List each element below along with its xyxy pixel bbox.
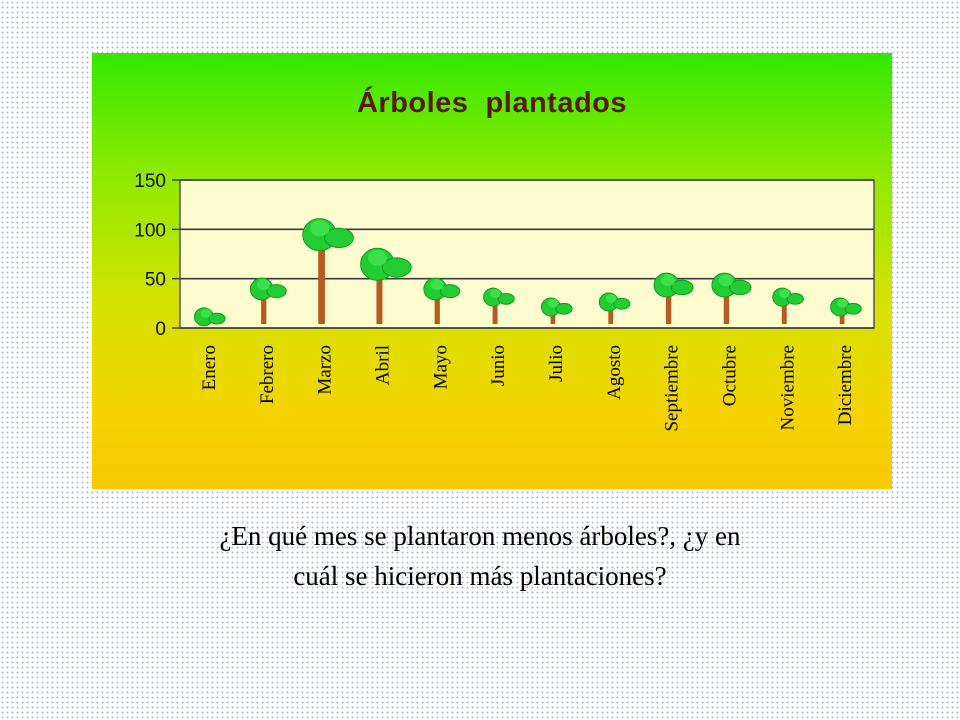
tree-foliage: [208, 312, 226, 325]
tree-foliage: [439, 284, 461, 299]
tree-foliage: [324, 227, 354, 248]
tree-highlight: [718, 274, 733, 287]
tree-foliage: [844, 302, 862, 315]
tree-icon: [483, 287, 515, 324]
tree-icon: [598, 292, 631, 324]
tree-icon: [360, 247, 412, 324]
tree-trunk: [434, 289, 440, 324]
tree-highlight: [836, 298, 848, 308]
tree-highlight: [660, 274, 676, 287]
x-axis-label: Noviembre: [777, 345, 798, 430]
y-tick-label: 0: [155, 319, 166, 340]
x-axis-label: Septiembre: [662, 345, 683, 432]
tree-trunk: [318, 235, 325, 324]
x-axis-label: Marzo: [315, 345, 336, 395]
tree-icon: [772, 287, 804, 324]
tree-icon: [653, 272, 694, 324]
tree-trunk: [376, 265, 383, 324]
chart-panel: Árboles plantados 0 50 100 150 Enero Febrero…: [92, 53, 892, 489]
tree-trunk: [608, 302, 614, 324]
tree-foliage: [266, 284, 287, 299]
tree-icon: [423, 277, 461, 324]
y-tick-label: 50: [145, 270, 166, 291]
y-tick-label: 150: [134, 171, 166, 192]
tree-foliage: [671, 279, 694, 296]
chart-svg: Árboles plantados 0 50 100 150 Enero Febrero…: [134, 85, 875, 432]
x-axis-label: Junio: [488, 345, 509, 386]
tree-highlight: [605, 293, 617, 303]
tree-highlight: [310, 220, 330, 237]
grid-lines: [180, 179, 874, 329]
x-axis-label: Abril: [372, 345, 393, 385]
x-axis-label: Febrero: [257, 345, 278, 404]
tree-foliage: [613, 297, 631, 310]
tree-trunk: [665, 285, 672, 324]
question-line-2: cuál se hicieron más plantaciones?: [293, 561, 667, 591]
tree-foliage: [381, 257, 412, 278]
tree-icon: [193, 307, 226, 327]
tree-trunk: [492, 297, 498, 324]
tree-icon: [830, 297, 862, 324]
chart-title: Árboles plantados: [357, 85, 627, 119]
x-axis-label: Julio: [546, 345, 567, 382]
tree-highlight: [200, 308, 212, 318]
tree-highlight: [256, 279, 271, 291]
tree-marks: [193, 218, 862, 327]
tree-highlight: [489, 288, 501, 298]
tree-foliage: [786, 292, 804, 305]
x-axis-label: Enero: [199, 345, 220, 390]
x-axis-label: Agosto: [604, 345, 625, 400]
x-axis-label: Mayo: [430, 345, 451, 389]
tree-highlight: [779, 288, 790, 298]
y-tick-label: 100: [134, 220, 166, 241]
question-line-1: ¿En qué mes se plantaron menos árboles?,…: [219, 521, 741, 551]
tree-foliage: [555, 302, 573, 315]
question-text: ¿En qué mes se plantaron menos árboles?,…: [60, 516, 900, 596]
tree-trunk: [781, 297, 787, 324]
tree-highlight: [547, 298, 559, 308]
tree-icon: [540, 297, 573, 324]
tree-icon: [302, 218, 354, 324]
tree-highlight: [430, 279, 444, 291]
tree-trunk: [723, 285, 730, 324]
x-axis-labels: Enero Febrero Marzo Abril Mayo Junio Julio Agos…: [199, 345, 856, 432]
tree-highlight: [368, 249, 388, 266]
plot-area: [179, 179, 875, 329]
tree-icon: [711, 272, 752, 324]
tree-foliage: [728, 279, 752, 296]
x-axis-label: Diciembre: [835, 345, 856, 425]
x-axis-label: Octubre: [719, 345, 740, 406]
tree-foliage: [497, 292, 515, 305]
y-axis-ticks: 0 50 100 150: [134, 171, 180, 340]
tree-trunk: [261, 289, 267, 324]
tree-icon: [249, 277, 287, 324]
